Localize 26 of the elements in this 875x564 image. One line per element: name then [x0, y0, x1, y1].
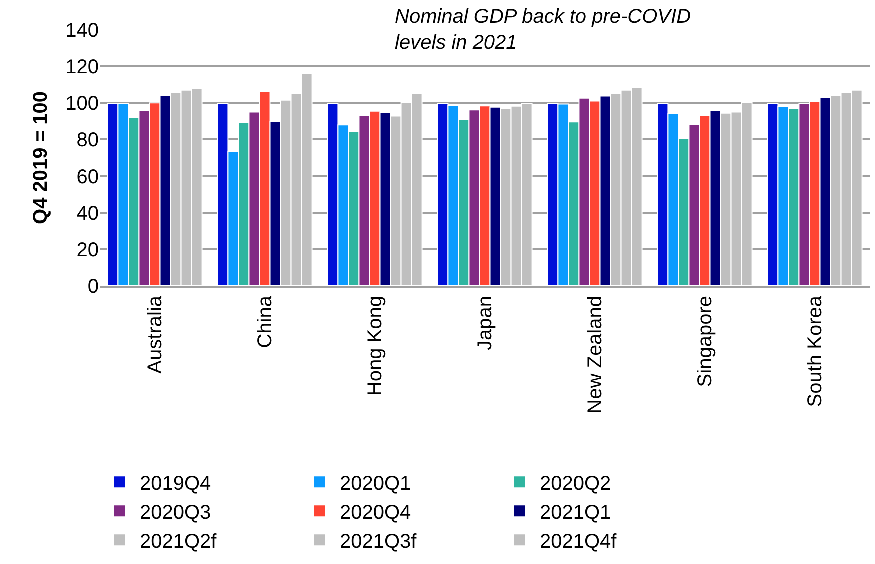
- y-tick-label: 40: [76, 202, 99, 225]
- x-tick-label: New Zealand: [584, 296, 606, 414]
- y-tick-label: 140: [66, 20, 99, 42]
- legend-label: 2021Q4f: [540, 530, 618, 553]
- legend-label: 2020Q1: [340, 472, 412, 495]
- x-tick-label: China: [254, 295, 276, 348]
- y-tick-label: 20: [76, 239, 99, 262]
- legend-label: 2020Q2: [540, 472, 612, 495]
- y-tick-label: 120: [66, 56, 99, 79]
- y-axis-title: Q4 2019 = 100: [30, 92, 52, 224]
- legend-label: 2021Q1: [540, 502, 612, 524]
- y-tick-label: 100: [66, 93, 99, 116]
- x-tick-label: Japan: [474, 296, 496, 350]
- legend-label: 2021Q3f: [340, 530, 418, 553]
- legend-label: 2020Q3: [140, 502, 212, 524]
- y-tick-label: 60: [76, 166, 99, 188]
- legend-label: 2021Q2f: [140, 530, 218, 553]
- y-tick-label: 80: [76, 130, 99, 152]
- x-tick-label: Australia: [144, 295, 166, 374]
- x-tick-label: South Korea: [804, 295, 826, 408]
- x-tick-label: Singapore: [694, 296, 716, 388]
- annotation: Nominal GDP back to pre-COVID levels in 2021: [395, 6, 692, 54]
- legend-label: 2020Q4: [340, 502, 412, 524]
- legend-label: 2019Q4: [140, 472, 212, 495]
- y-tick-label: 0: [88, 276, 99, 298]
- x-tick-label: Hong Kong: [364, 296, 386, 396]
